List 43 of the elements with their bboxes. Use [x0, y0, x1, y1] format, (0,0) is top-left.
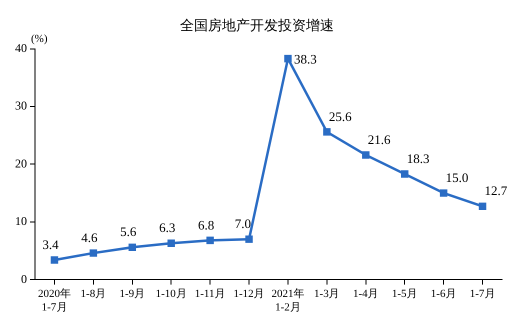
x-tick-label: 1-8月	[80, 288, 106, 300]
x-tick-label: 1-4月	[352, 288, 379, 300]
data-label: 7.0	[234, 216, 252, 232]
data-label: 12.7	[484, 183, 508, 198]
y-tick-label: 20	[15, 156, 27, 170]
data-label: 18.3	[406, 150, 430, 166]
x-tick-label: 1-10月	[156, 288, 187, 300]
point	[440, 189, 448, 197]
data-label: 38.3	[294, 52, 317, 67]
point	[400, 170, 408, 178]
point	[323, 128, 331, 136]
x-tick-label: 1-9月	[119, 288, 146, 300]
point	[478, 202, 486, 210]
point	[206, 236, 214, 244]
x-tick-label: 1-11月	[194, 288, 226, 300]
data-label: 4.6	[81, 230, 98, 245]
data-label: 25.6	[328, 108, 352, 124]
y-axis-title: (%)	[31, 33, 48, 46]
point	[284, 54, 292, 62]
point	[90, 249, 98, 257]
x-tick-label: 1-12月	[233, 288, 265, 300]
data-label: 15.0	[446, 170, 468, 185]
x-tick-label: 2020年 1-7月	[38, 288, 71, 314]
point	[362, 151, 370, 159]
y-tick-label: 40	[15, 40, 27, 55]
data-label: 3.4	[42, 236, 60, 252]
point	[245, 235, 253, 243]
y-tick-label: 10	[15, 214, 27, 228]
point	[128, 244, 136, 252]
x-tick-label: 1-6月	[430, 288, 456, 300]
x-tick-label: 1-3月	[314, 288, 340, 300]
y-tick-label: 30	[15, 98, 27, 113]
chart-title: 全国房地产开发投资增速	[180, 18, 334, 34]
data-label: 6.8	[198, 217, 214, 232]
data-label: 6.3	[159, 220, 176, 236]
x-tick-label: 2021年 1-2月	[271, 288, 304, 314]
x-tick-label: 1-7月	[470, 288, 496, 300]
data-label: 21.6	[368, 132, 392, 147]
y-tick-label: 0	[21, 272, 27, 286]
data-label: 5.6	[120, 224, 137, 240]
point	[167, 240, 175, 247]
point	[50, 256, 58, 264]
x-tick-label: 1-5月	[392, 288, 418, 300]
